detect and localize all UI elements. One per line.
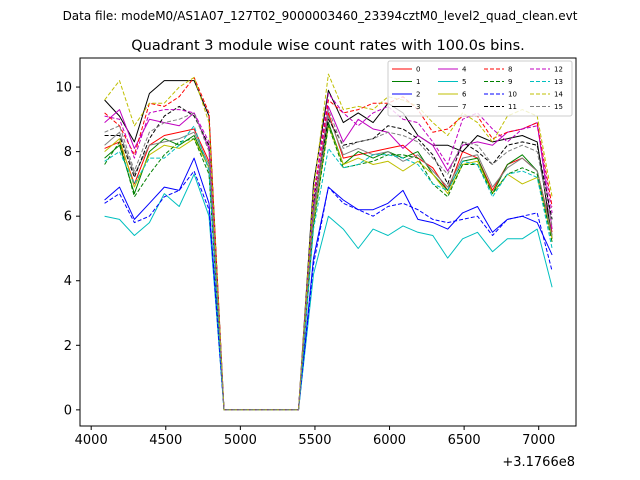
y-tick-label: 8 (64, 145, 72, 160)
legend-label-13: 13 (554, 78, 563, 86)
series-line-9 (104, 125, 553, 411)
legend-label-15: 15 (554, 103, 563, 111)
series-line-3 (104, 80, 553, 411)
legend-label-11: 11 (508, 103, 517, 111)
legend-label-2: 2 (416, 91, 420, 99)
series-line-6 (104, 125, 553, 411)
y-tick-label: 6 (64, 210, 72, 225)
x-tick-label: 5000 (224, 433, 257, 448)
series-line-0 (104, 112, 553, 411)
series-line-1 (104, 122, 553, 411)
series-line-5 (104, 173, 553, 411)
series-line-11 (104, 105, 553, 411)
series-line-15 (104, 109, 553, 411)
legend-label-5: 5 (462, 78, 466, 86)
figure-suptitle: Data file: modeM0/AS1A07_127T02_90000034… (63, 9, 578, 23)
y-tick-label: 0 (64, 403, 72, 418)
y-tick-label: 4 (64, 274, 72, 289)
series-line-7 (104, 115, 553, 411)
legend-label-1: 1 (416, 78, 420, 86)
x-tick-label: 4500 (149, 433, 182, 448)
series-line-13 (104, 125, 553, 411)
legend-label-9: 9 (508, 78, 512, 86)
y-tick-label: 10 (55, 81, 72, 96)
chart-title: Quadrant 3 module wise count rates with … (131, 38, 525, 54)
legend-label-3: 3 (416, 103, 420, 111)
axis-ticks: 4000 4500 5000 5500 6000 6500 7000 0 2 4 6 8 10 (55, 81, 555, 448)
series-line-2 (104, 157, 553, 411)
x-tick-label: 6000 (373, 433, 406, 448)
x-tick-label: 6500 (448, 433, 481, 448)
x-tick-label: 5500 (298, 433, 331, 448)
legend-label-6: 6 (462, 91, 467, 99)
series-line-12 (104, 93, 553, 411)
legend-label-14: 14 (554, 91, 563, 99)
legend-label-8: 8 (508, 66, 512, 74)
legend-label-7: 7 (462, 103, 466, 111)
legend-box (387, 60, 573, 117)
legend-label-0: 0 (416, 66, 420, 74)
x-offset-label: +3.1766e8 (502, 455, 575, 470)
legend-label-12: 12 (554, 66, 563, 74)
series-line-10 (104, 170, 553, 411)
y-tick-label: 2 (64, 339, 72, 354)
x-tick-label: 4000 (75, 433, 108, 448)
series-line-14 (104, 73, 553, 411)
legend-label-10: 10 (508, 91, 517, 99)
legend-label-4: 4 (462, 66, 467, 74)
x-tick-label: 7000 (522, 433, 555, 448)
axes-frame (79, 57, 577, 427)
series-line-4 (104, 105, 553, 411)
plot-lines (104, 73, 553, 411)
